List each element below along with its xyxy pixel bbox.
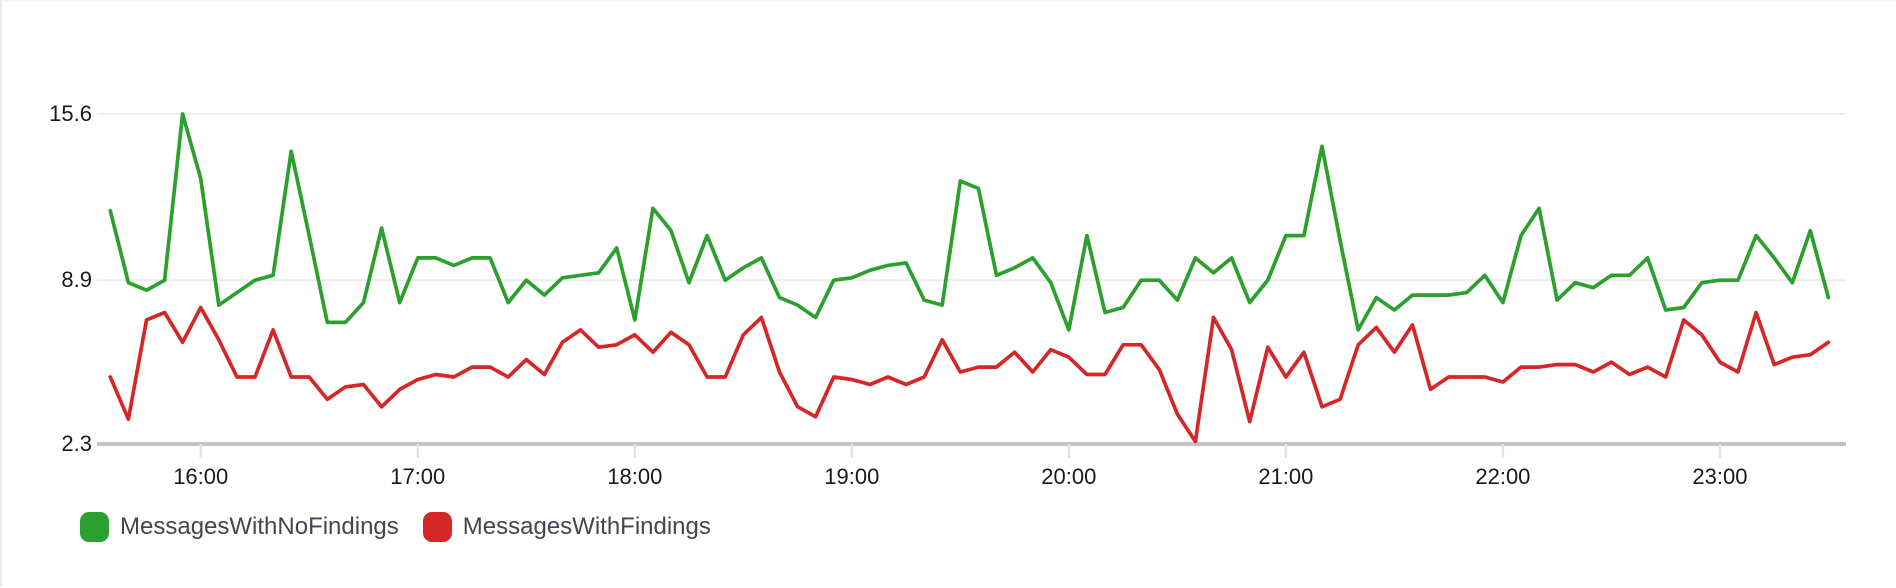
legend-item-messages-with-no-findings[interactable]: MessagesWithNoFindings (80, 512, 399, 542)
y-axis-tick-label: 2.3 (61, 431, 92, 456)
x-axis-tick-label: 18:00 (607, 464, 662, 489)
legend-color-swatch-green-icon (80, 512, 109, 542)
legend-item-messages-with-findings[interactable]: MessagesWithFindings (422, 512, 711, 542)
x-axis-tick-label: 19:00 (824, 464, 879, 489)
y-axis-tick-label: 15.6 (49, 101, 92, 126)
chart-legend: MessagesWithNoFindings MessagesWithFindi… (80, 512, 711, 542)
x-axis-tick-label: 23:00 (1692, 464, 1747, 489)
legend-color-swatch-red-icon (422, 512, 452, 542)
legend-label: MessagesWithFindings (462, 513, 711, 540)
legend-label: MessagesWithNoFindings (120, 513, 399, 540)
x-axis-tick-label: 21:00 (1258, 464, 1313, 489)
x-axis-tick-label: 22:00 (1475, 464, 1530, 489)
series-line-messageswithfindings[interactable] (108, 305, 1831, 444)
series-line-messageswithnofindings[interactable] (108, 112, 1831, 332)
x-axis-tick-label: 16:00 (173, 464, 228, 489)
x-axis-tick-label: 20:00 (1041, 464, 1096, 489)
x-axis-tick-label: 17:00 (390, 464, 445, 489)
y-axis-tick-label: 8.9 (61, 267, 92, 292)
